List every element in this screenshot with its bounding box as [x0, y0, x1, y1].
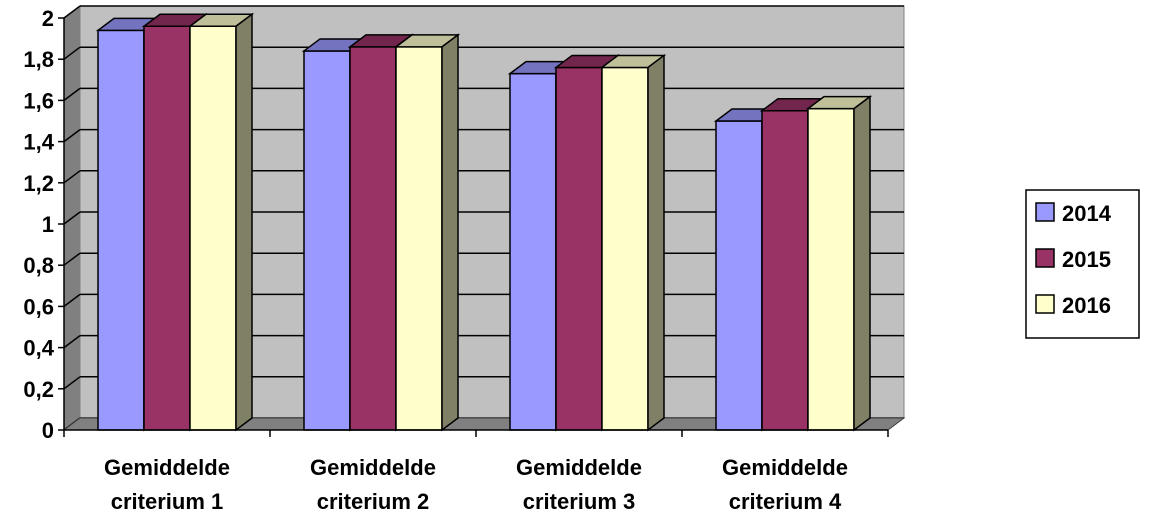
y-tick-label: 1: [42, 212, 54, 237]
bar-2014-cat-4: [713, 107, 781, 432]
bar-front: [807, 107, 855, 431]
gridline-depth: [63, 5, 81, 19]
bar-2016-cat-3: [599, 53, 667, 432]
legend-item-2015: 2015: [1035, 247, 1111, 272]
bar-front: [97, 29, 145, 431]
x-tick-label: Gemiddelde criterium 3: [516, 455, 642, 514]
gridline-depth: [63, 252, 81, 266]
bar-front: [601, 66, 649, 431]
y-tick-label: 0,2: [23, 377, 54, 402]
bar-side: [441, 33, 459, 432]
bar-front: [509, 72, 557, 431]
bars: [95, 12, 873, 432]
gridline-depth: [63, 293, 81, 307]
gridline-depth: [63, 129, 81, 143]
bar-front: [143, 25, 191, 431]
bar-front: [349, 46, 397, 431]
gridline-depth: [63, 87, 81, 102]
bar-front: [395, 46, 443, 431]
y-tick-label: 1,2: [23, 171, 54, 196]
gridline-depth: [63, 46, 81, 60]
y-tick-label: 1,4: [23, 130, 54, 155]
bar-front: [715, 120, 763, 431]
legend-item-2014: 2014: [1035, 201, 1112, 226]
y-tick-label: 0,6: [23, 294, 54, 319]
y-tick-label: 0: [42, 418, 54, 443]
legend-swatch: [1035, 202, 1055, 222]
bar-2016-cat-1: [187, 12, 255, 432]
x-tick-label: Gemiddelde criterium 4: [722, 455, 848, 514]
bar-front: [761, 109, 809, 431]
bar-2016-cat-4: [805, 95, 873, 432]
gridline-depth: [63, 376, 81, 390]
legend-label: 2016: [1062, 293, 1111, 318]
legend-swatch: [1035, 294, 1055, 314]
bar-front: [303, 50, 351, 431]
y-tick-label: 1,6: [23, 88, 54, 113]
y-tick-label: 0,8: [23, 253, 54, 278]
bar-front: [555, 66, 603, 431]
gridline-depth: [63, 211, 81, 225]
bar-side: [647, 53, 665, 432]
bar-side: [235, 12, 253, 432]
legend-label: 2015: [1062, 247, 1111, 272]
y-tick-label: 2: [42, 6, 54, 31]
legend-label: 2014: [1062, 201, 1112, 226]
legend: 2014 2015 2016: [1025, 189, 1140, 339]
x-tick-label: Gemiddelde criterium 2: [310, 455, 436, 514]
gridline-depth: [63, 170, 81, 184]
legend-item-2016: 2016: [1035, 293, 1111, 318]
bar-side: [853, 95, 871, 432]
y-tick-label: 1,8: [23, 47, 54, 72]
bar-2016-cat-2: [393, 33, 461, 432]
gridline-depth: [63, 335, 81, 349]
legend-swatch: [1035, 248, 1055, 268]
bar-front: [189, 25, 237, 431]
y-tick-label: 0,4: [23, 336, 54, 361]
x-tick-label: Gemiddelde criterium 1: [104, 455, 230, 514]
